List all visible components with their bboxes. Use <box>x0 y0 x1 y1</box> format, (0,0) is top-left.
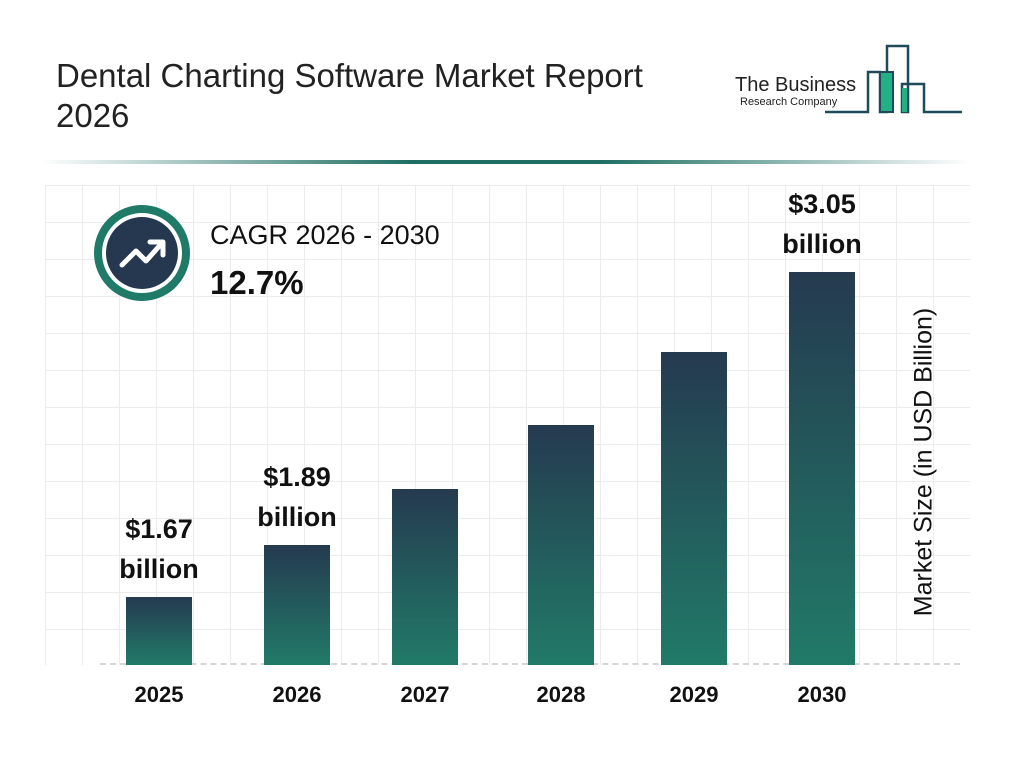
x-tick-label: 2025 <box>134 682 184 707</box>
x-tick-label: 2030 <box>797 682 847 707</box>
data-label-unit: billion <box>782 228 862 259</box>
trending-up-icon <box>94 205 190 301</box>
page-title: Dental Charting Software Market Report 2… <box>56 57 643 134</box>
x-tick-label: 2028 <box>536 682 586 707</box>
data-label: $1.89 billion <box>227 457 367 537</box>
data-label: $3.05 billion <box>752 184 892 264</box>
bar-2028 <box>528 425 594 665</box>
header-divider <box>40 160 970 164</box>
data-label: $1.67 billion <box>89 509 229 589</box>
data-label-value: $1.89 <box>263 462 331 493</box>
y-axis-label: Market Size (in USD Billion) <box>909 307 938 617</box>
x-tick-label: 2027 <box>400 682 450 707</box>
bar-2025 <box>126 596 192 665</box>
x-tick-label: 2029 <box>669 682 719 707</box>
bar-2030 <box>789 271 855 665</box>
x-tick-label: 2026 <box>272 682 322 707</box>
data-label-value: $3.05 <box>788 188 856 219</box>
bar-2026 <box>264 545 330 665</box>
cagr-value: 12.7% <box>210 264 304 301</box>
cagr-label: CAGR 2026 - 2030 <box>210 220 440 250</box>
data-label-value: $1.67 <box>125 513 193 544</box>
data-label-unit: billion <box>257 502 337 533</box>
logo-buildings-icon <box>825 44 962 114</box>
data-label-unit: billion <box>119 553 199 584</box>
logo-text-main: The Business <box>735 74 857 96</box>
bar-2027 <box>392 488 458 665</box>
logo-text-sub: Research Company <box>740 96 838 108</box>
bar-2029 <box>661 352 727 665</box>
